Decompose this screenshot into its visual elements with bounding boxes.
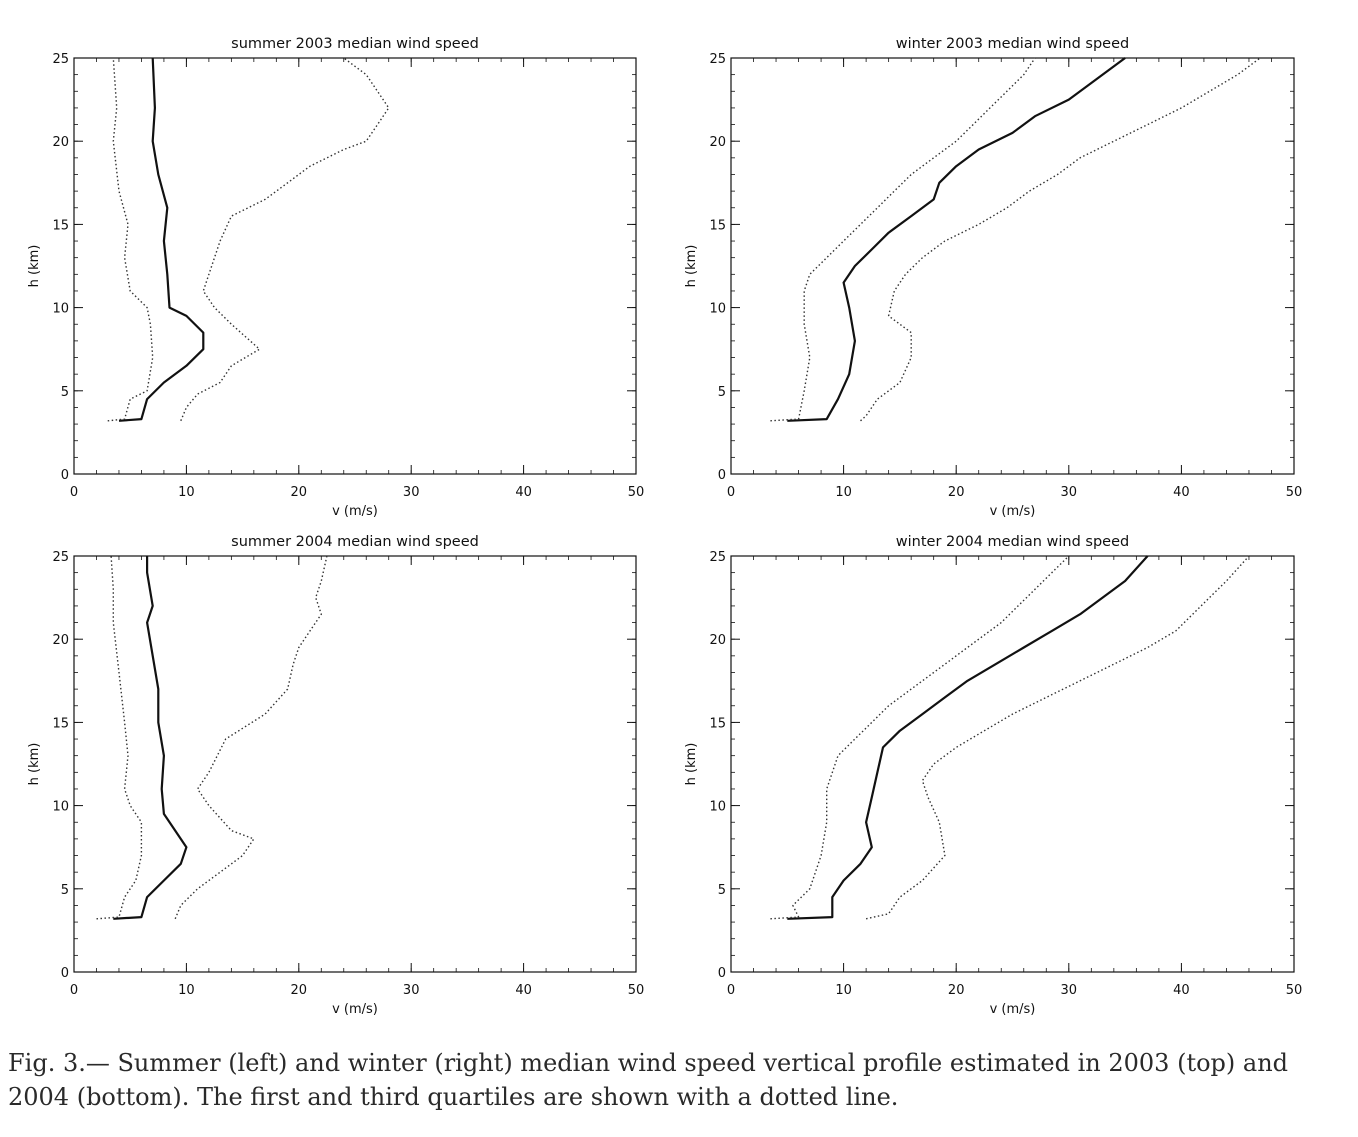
y-tick-label: 25 xyxy=(52,550,69,565)
series-third-quartile xyxy=(860,57,1261,422)
series-third-quartile xyxy=(180,57,390,422)
x-tick-label: 0 xyxy=(727,983,735,998)
series-third-quartile xyxy=(174,555,328,920)
y-axis-label: h (km) xyxy=(684,743,699,786)
y-tick-label: 5 xyxy=(718,385,726,400)
x-tick-label: 30 xyxy=(1061,983,1078,998)
x-tick-label: 20 xyxy=(948,485,965,500)
y-tick-label: 20 xyxy=(52,633,69,648)
series-median xyxy=(118,57,205,422)
x-tick-label: 40 xyxy=(1173,983,1190,998)
x-tick-label: 50 xyxy=(1286,485,1303,500)
y-tick-label: 15 xyxy=(709,716,726,731)
y-tick-label: 5 xyxy=(61,883,69,898)
y-tick-label: 5 xyxy=(718,883,726,898)
x-tick-label: 20 xyxy=(948,983,965,998)
x-tick-label: 10 xyxy=(178,983,195,998)
y-tick-label: 0 xyxy=(61,468,69,483)
y-tick-label: 0 xyxy=(718,966,726,981)
chart-panel-1: 0 10 20 30 40 50 0 5 10 15 20 25 summer 2003 median … xyxy=(27,36,644,519)
x-tick-label: 20 xyxy=(291,485,308,500)
series-median xyxy=(113,556,188,920)
y-tick-label: 5 xyxy=(61,385,69,400)
x-tick-label: 10 xyxy=(835,983,852,998)
y-tick-label: 10 xyxy=(52,302,69,317)
x-tick-label: 20 xyxy=(291,983,308,998)
x-tick-label: 0 xyxy=(70,485,78,500)
x-axis-label: v (m/s) xyxy=(990,504,1036,519)
series-median xyxy=(787,555,1149,920)
y-axis-label: h (km) xyxy=(684,245,699,288)
y-tick-label: 20 xyxy=(52,135,69,150)
chart-title: summer 2003 median wind speed xyxy=(231,36,479,52)
series-first-quartile xyxy=(107,57,154,422)
x-tick-label: 50 xyxy=(628,983,645,998)
y-axis-label: h (km) xyxy=(27,245,42,288)
y-tick-label: 15 xyxy=(709,218,726,233)
plot-frame xyxy=(730,57,1295,475)
y-tick-label: 0 xyxy=(61,966,69,981)
x-tick-label: 50 xyxy=(628,485,645,500)
x-tick-label: 40 xyxy=(515,485,532,500)
y-tick-label: 15 xyxy=(52,716,69,731)
x-axis-label: v (m/s) xyxy=(332,1002,378,1017)
plot-frame xyxy=(73,555,637,973)
chart-panel-3: 0 10 20 30 40 50 0 5 10 15 20 25 summer 2004 median … xyxy=(27,534,644,1017)
x-tick-label: 30 xyxy=(403,983,420,998)
plot-frame xyxy=(730,555,1295,973)
y-tick-label: 0 xyxy=(718,468,726,483)
chart-title: winter 2003 median wind speed xyxy=(896,36,1129,52)
chart-title: summer 2004 median wind speed xyxy=(231,534,479,550)
y-tick-label: 25 xyxy=(709,550,726,565)
y-tick-label: 10 xyxy=(709,302,726,317)
figure-caption: Fig. 3.— Summer (left) and winter (right… xyxy=(8,1049,1289,1111)
x-axis-label: v (m/s) xyxy=(332,504,378,519)
y-tick-label: 20 xyxy=(709,633,726,648)
x-tick-label: 30 xyxy=(403,485,420,500)
y-tick-label: 25 xyxy=(52,52,69,67)
chart-panel-2: 0 10 20 30 40 50 0 5 10 15 20 25 winter 2003 median … xyxy=(684,36,1302,519)
y-tick-label: 15 xyxy=(52,218,69,233)
x-tick-label: 0 xyxy=(727,485,735,500)
y-tick-label: 20 xyxy=(709,135,726,150)
x-tick-label: 10 xyxy=(178,485,195,500)
series-first-quartile xyxy=(96,555,143,920)
y-axis-label: h (km) xyxy=(27,743,42,786)
x-axis-label: v (m/s) xyxy=(990,1002,1036,1017)
chart-panel-4: 0 10 20 30 40 50 0 5 10 15 20 25 winter 2004 median … xyxy=(684,534,1302,1017)
y-tick-label: 10 xyxy=(52,800,69,815)
x-tick-label: 0 xyxy=(70,983,78,998)
series-first-quartile xyxy=(770,555,1070,920)
chart-title: winter 2004 median wind speed xyxy=(896,534,1129,550)
y-tick-label: 10 xyxy=(709,800,726,815)
series-third-quartile xyxy=(865,555,1250,920)
plot-frame xyxy=(73,57,637,475)
x-tick-label: 40 xyxy=(515,983,532,998)
y-tick-label: 25 xyxy=(709,52,726,67)
series-median xyxy=(787,57,1126,422)
series-first-quartile xyxy=(770,57,1036,422)
x-tick-label: 40 xyxy=(1173,485,1190,500)
x-tick-label: 10 xyxy=(835,485,852,500)
x-tick-label: 50 xyxy=(1286,983,1303,998)
x-tick-label: 30 xyxy=(1061,485,1078,500)
